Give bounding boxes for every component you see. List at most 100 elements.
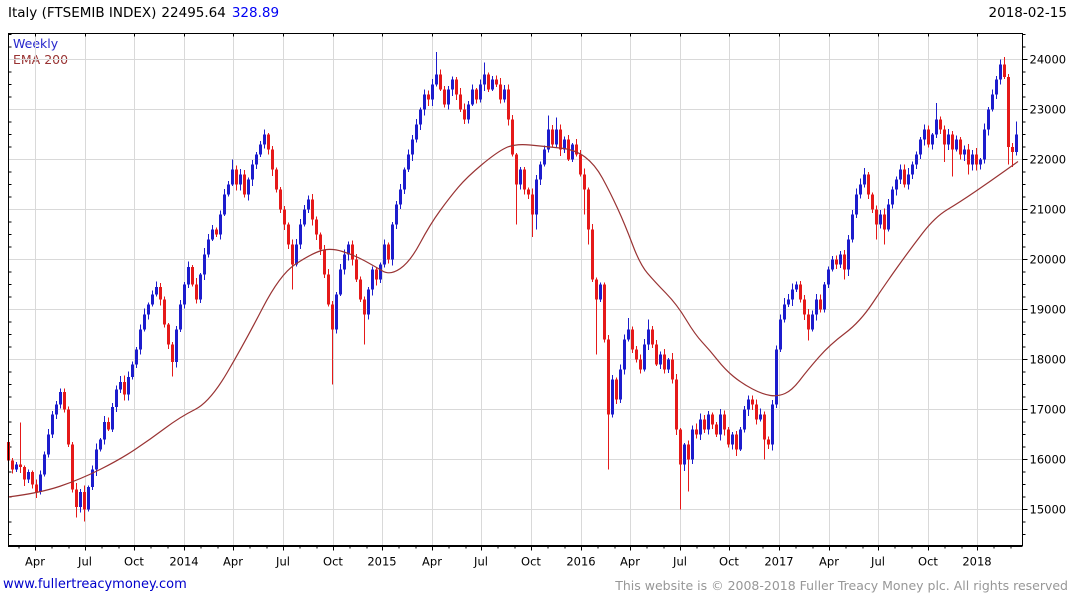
candle-body [743, 409, 746, 430]
candle-body [43, 454, 46, 475]
x-axis-label: 2014 [169, 555, 198, 569]
candle-body [707, 414, 710, 430]
candle-body [607, 339, 610, 415]
candle-body [551, 129, 554, 145]
candle-body [931, 134, 934, 145]
candle-body [727, 429, 730, 445]
ema-200-line [7, 144, 1019, 498]
candle-body [851, 214, 854, 240]
candle-body [775, 349, 778, 405]
candle-body [587, 189, 590, 230]
x-axis-label: 2017 [764, 555, 793, 569]
candle-body [871, 194, 874, 210]
candle-body [471, 89, 474, 105]
candle-body [803, 299, 806, 315]
candle-body [123, 382, 126, 395]
candle-body [79, 492, 82, 507]
x-axis-label: 2015 [367, 555, 396, 569]
candle-body [763, 414, 766, 440]
candle-body [491, 79, 494, 90]
candle-body [139, 329, 142, 350]
last-price: 22495.64 [161, 5, 226, 21]
candle-body [823, 284, 826, 310]
candle-body [747, 399, 750, 410]
x-axis-label: Jul [275, 555, 290, 569]
candle-body [111, 407, 114, 430]
candle-body [215, 229, 218, 235]
candle-body [651, 329, 654, 345]
y-axis-label: 21000 [1030, 203, 1067, 217]
candle-body [283, 209, 286, 225]
candle-body [515, 154, 518, 185]
candle-body [267, 134, 270, 150]
candle-body [335, 294, 338, 330]
candle-body [843, 254, 846, 270]
candle-body [611, 379, 614, 415]
candle-body [263, 134, 266, 145]
candle-body [719, 414, 722, 435]
candle-body [35, 484, 38, 492]
candle-body [859, 184, 862, 195]
candle-body [375, 269, 378, 280]
candle-body [503, 89, 506, 100]
x-axis-label: Oct [323, 555, 343, 569]
candle-body [259, 144, 262, 155]
y-axis-label: 18000 [1030, 353, 1067, 367]
site-link[interactable]: www.fullertreacymoney.com [3, 577, 187, 592]
candle-body [463, 109, 466, 120]
candle-body [923, 129, 926, 140]
candle-body [975, 154, 978, 165]
candle-body [339, 269, 342, 295]
candle-body [935, 119, 938, 135]
candle-body [23, 467, 26, 480]
candle-body [619, 369, 622, 400]
candle-body [411, 139, 414, 155]
candle-body [275, 169, 278, 190]
candle-body [291, 244, 294, 265]
candle-body [939, 119, 942, 130]
candle-body [115, 389, 118, 407]
candle-body [323, 249, 326, 275]
candle-body [15, 464, 18, 470]
price-chart: 15000 16000 17000 18000 19000 20000 21000 22000… [7, 33, 1067, 569]
x-axis-label: Jul [870, 555, 885, 569]
price-change: 328.89 [231, 5, 280, 21]
candle-body [811, 314, 814, 330]
candle-body [439, 74, 442, 90]
candle-body [147, 304, 150, 315]
chart-title: Italy (FTSEMIB INDEX) 22495.64 328.89 [8, 5, 279, 21]
candle-body [731, 434, 734, 445]
candle-body [319, 234, 322, 250]
candle-body [451, 79, 454, 90]
candle-body [403, 169, 406, 190]
candle-body [623, 339, 626, 370]
candle-body [107, 422, 110, 430]
candle-body [343, 254, 346, 270]
candle-body [487, 74, 490, 90]
x-axis-label: Jul [473, 555, 488, 569]
candle-body [371, 269, 374, 290]
symbol-title: Italy (FTSEMIB INDEX) [8, 5, 157, 21]
candle-body [671, 359, 674, 380]
candle-body [187, 267, 190, 285]
candle-body [99, 439, 102, 450]
candle-body [735, 434, 738, 450]
candle-body [883, 214, 886, 230]
candle-body [659, 354, 662, 365]
candle-body [779, 319, 782, 350]
candle-body [979, 159, 982, 165]
candle-body [999, 64, 1002, 80]
candle-body [955, 139, 958, 150]
x-axis-label: Oct [124, 555, 144, 569]
candle-body [395, 204, 398, 225]
y-axis-label: 22000 [1030, 153, 1067, 167]
candle-body [311, 199, 314, 220]
candle-body [847, 239, 850, 270]
candle-body [495, 79, 498, 85]
candle-body [599, 284, 602, 300]
y-axis-label: 16000 [1030, 453, 1067, 467]
candle-body [179, 304, 182, 330]
candle-body [675, 379, 678, 430]
candle-body [899, 169, 902, 180]
candle-body [663, 354, 666, 370]
